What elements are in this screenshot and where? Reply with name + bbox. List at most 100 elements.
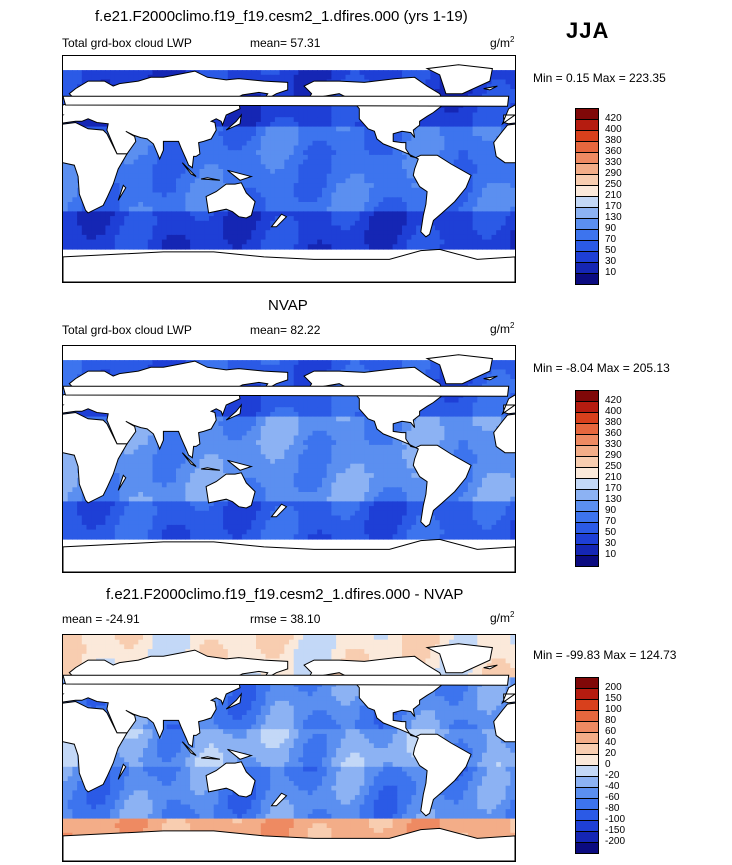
colorbar-tick-label: -150	[605, 825, 626, 836]
panel-3-map	[62, 634, 516, 862]
colorbar-cell	[575, 401, 599, 413]
panel-2-minmax: Min = -8.04 Max = 205.13	[533, 361, 670, 375]
colorbar-tick-label: 420	[605, 113, 622, 124]
colorbar-tick-label: 130	[605, 212, 622, 223]
colorbar-cell	[575, 522, 599, 534]
colorbar-tick-label: 70	[605, 234, 617, 245]
colorbar-cell	[575, 412, 599, 424]
colorbar-tick-label: -60	[605, 792, 620, 803]
colorbar-tick-label: 290	[605, 168, 622, 179]
colorbar-tick-label: -200	[605, 836, 626, 847]
colorbar-cell	[575, 185, 599, 197]
season-label: JJA	[566, 18, 610, 43]
colorbar-cell	[575, 163, 599, 175]
colorbar-tick-label: 170	[605, 201, 622, 212]
panel-3-map-svg	[63, 635, 515, 861]
colorbar-tick-label: 40	[605, 737, 617, 748]
colorbar-cell	[575, 754, 599, 766]
colorbar-cell	[575, 721, 599, 733]
colorbar-cell	[575, 251, 599, 263]
colorbar-tick-label: 100	[605, 704, 622, 715]
colorbar-cell	[575, 809, 599, 821]
panel-1-title: f.e21.F2000climo.f19_f19.cesm2_1.dfires.…	[95, 8, 468, 25]
colorbar-tick-label: 90	[605, 223, 617, 234]
panel-2-map	[62, 345, 516, 573]
panel-1-mean: mean= 57.31	[250, 36, 321, 50]
colorbar-tick-label: 250	[605, 179, 622, 190]
colorbar-cell	[575, 390, 599, 402]
colorbar-tick-label: 400	[605, 124, 622, 135]
colorbar-cell	[575, 229, 599, 241]
colorbar-cell	[575, 456, 599, 468]
colorbar-tick-label: 380	[605, 417, 622, 428]
panel-1-map-svg	[63, 64, 515, 282]
colorbar-tick-label: 130	[605, 494, 622, 505]
colorbar-tick-label: 10	[605, 267, 617, 278]
colorbar-tick-label: 360	[605, 146, 622, 157]
colorbar-tick-label: 0	[605, 759, 611, 770]
panel-1-left-label: Total grd-box cloud LWP	[62, 36, 192, 50]
panel-2-mean: mean= 82.22	[250, 323, 321, 337]
colorbar-cell	[575, 196, 599, 208]
colorbar-cell	[575, 262, 599, 274]
colorbar-tick-label: 380	[605, 135, 622, 146]
panel-3-colorbar: 200 150 100 80 60 40 20 0 -20 -40 -60 -80 -100 -150 -2…	[575, 677, 645, 854]
colorbar-cell	[575, 130, 599, 142]
colorbar-tick-label: 150	[605, 693, 622, 704]
panel-2-left-label: Total grd-box cloud LWP	[62, 323, 192, 337]
panel-2-map-svg	[63, 354, 515, 572]
colorbar-cell	[575, 478, 599, 490]
colorbar-cell	[575, 423, 599, 435]
panel-3-title: f.e21.F2000climo.f19_f19.cesm2_1.dfires.…	[106, 586, 464, 603]
colorbar-cell	[575, 467, 599, 479]
colorbar-cell	[575, 765, 599, 777]
colorbar-cell	[575, 434, 599, 446]
colorbar-tick-label: 210	[605, 190, 622, 201]
colorbar-tick-label: 20	[605, 748, 617, 759]
colorbar-tick-label: 50	[605, 527, 617, 538]
colorbar-tick-label: 400	[605, 406, 622, 417]
panel-2-colorbar: 420 400 380 360 330 290 250 210 170 130 90 70 50 30 10	[575, 390, 645, 567]
colorbar-cell	[575, 688, 599, 700]
colorbar-tick-label: 330	[605, 439, 622, 450]
panel-2-title: NVAP	[268, 297, 308, 314]
colorbar-cell	[575, 218, 599, 230]
colorbar-tick-label: 60	[605, 726, 617, 737]
colorbar-tick-label: 420	[605, 395, 622, 406]
colorbar-tick-label: 250	[605, 461, 622, 472]
colorbar-tick-label: 90	[605, 505, 617, 516]
colorbar-cell	[575, 445, 599, 457]
colorbar-cell	[575, 842, 599, 854]
colorbar-cell	[575, 119, 599, 131]
colorbar-tick-label: 200	[605, 682, 622, 693]
colorbar-tick-label: 80	[605, 715, 617, 726]
panel-3-rmse: rmse = 38.10	[250, 612, 321, 626]
colorbar-cell	[575, 798, 599, 810]
colorbar-cell	[575, 831, 599, 843]
colorbar-cell	[575, 677, 599, 689]
colorbar-tick-label: -80	[605, 803, 620, 814]
colorbar-tick-label: 70	[605, 516, 617, 527]
colorbar-cell	[575, 500, 599, 512]
colorbar-tick-label: -20	[605, 770, 620, 781]
panel-1-map	[62, 55, 516, 283]
colorbar-tick-label: -40	[605, 781, 620, 792]
colorbar-cell	[575, 108, 599, 120]
colorbar-tick-label: 330	[605, 157, 622, 168]
continents	[63, 643, 515, 861]
colorbar-cell	[575, 820, 599, 832]
colorbar-cell	[575, 710, 599, 722]
colorbar-tick-label: 30	[605, 538, 617, 549]
colorbar-cell	[575, 511, 599, 523]
colorbar-cell	[575, 489, 599, 501]
colorbar-tick-label: 30	[605, 256, 617, 267]
colorbar-tick-label: 290	[605, 450, 622, 461]
colorbar-tick-label: 360	[605, 428, 622, 439]
colorbar-cell	[575, 776, 599, 788]
continents	[63, 354, 515, 572]
colorbar-tick-label: -100	[605, 814, 626, 825]
panel-3-mean: mean = -24.91	[62, 612, 140, 626]
panel-1-unit: g/m2	[490, 35, 515, 50]
colorbar-cell	[575, 533, 599, 545]
panel-2-unit: g/m2	[490, 321, 515, 336]
